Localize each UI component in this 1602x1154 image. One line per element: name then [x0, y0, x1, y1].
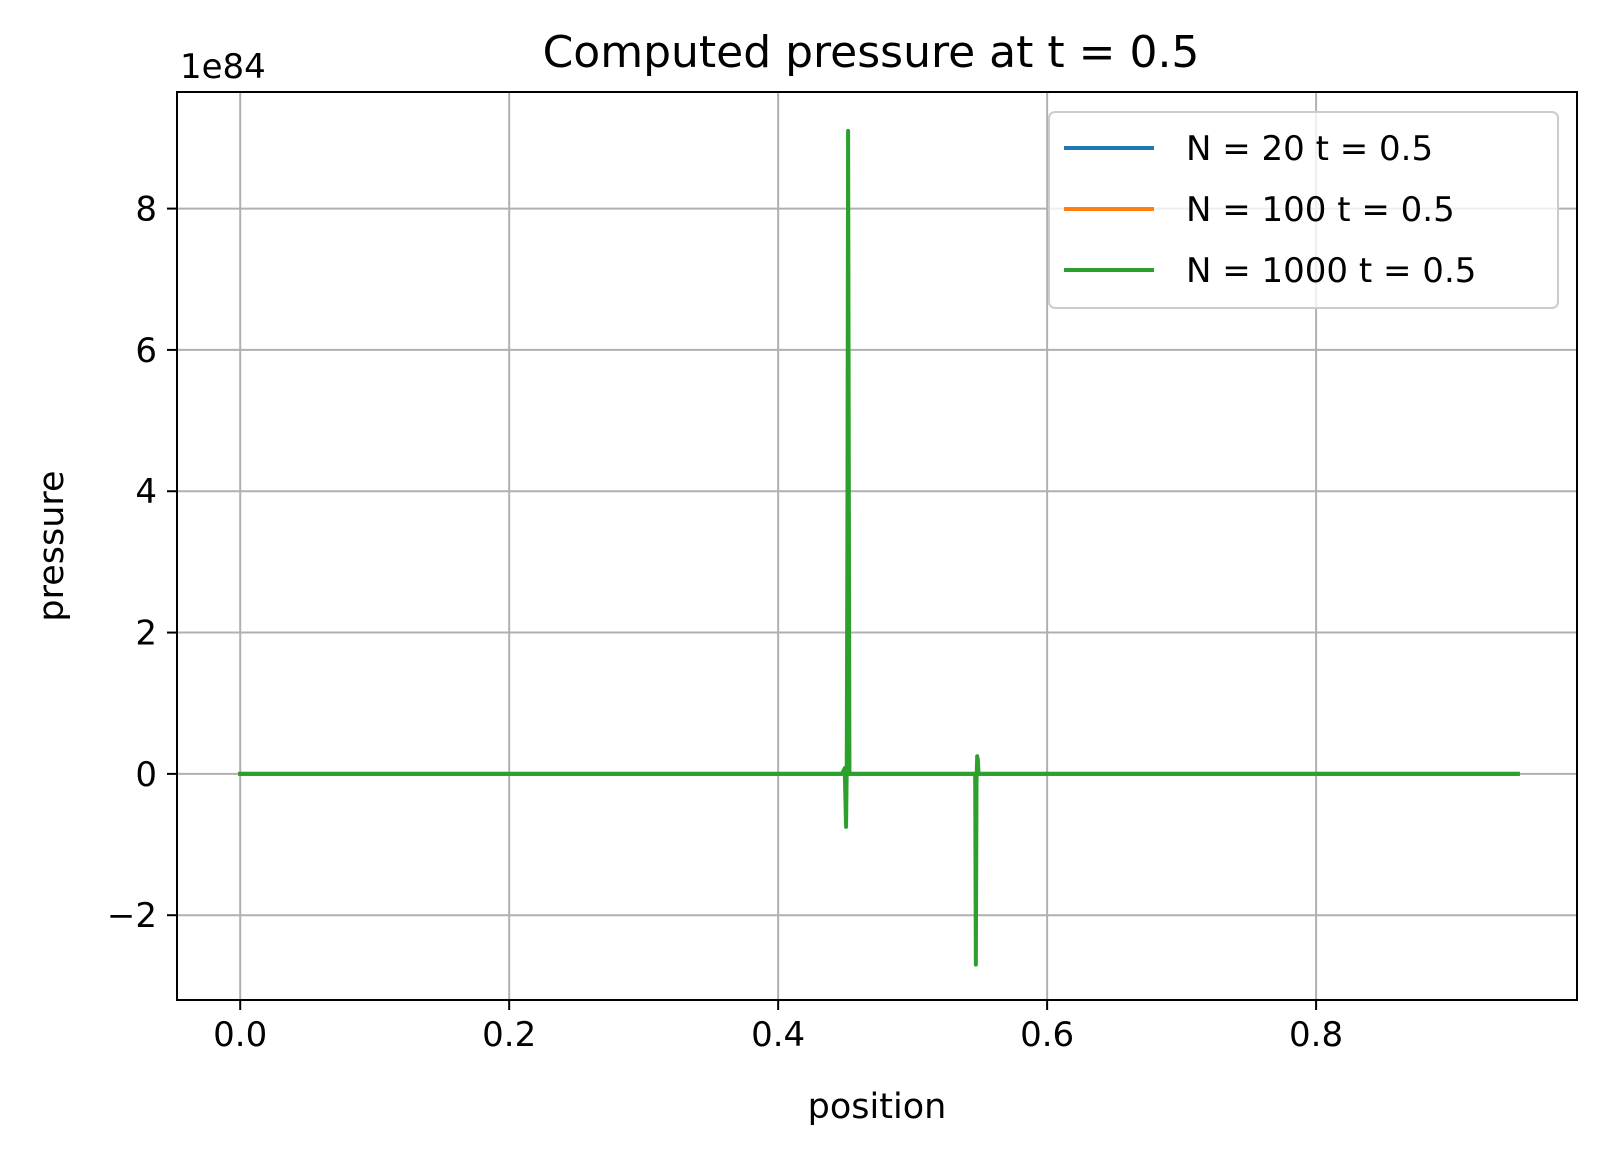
y-tick-label: 6 — [135, 331, 157, 371]
legend: N = 20 t = 0.5 N = 100 t = 0.5 N = 1000 t … — [1048, 111, 1559, 309]
legend-box — [1048, 111, 1559, 309]
y-axis-label: pressure — [32, 470, 72, 621]
chart-title: Computed pressure at t = 0.5 — [543, 27, 1200, 78]
plot-lines — [238, 128, 1520, 967]
legend-label-1: N = 20 t = 0.5 — [1186, 129, 1433, 169]
legend-label-3: N = 1000 t = 0.5 — [1186, 251, 1476, 291]
legend-label-2: N = 100 t = 0.5 — [1186, 190, 1455, 230]
x-tick-label: 0.0 — [213, 1015, 267, 1055]
y-axis-offset-text: 1e84 — [180, 47, 266, 87]
x-axis-label: position — [808, 1087, 947, 1127]
y-tick-label: 0 — [135, 755, 157, 795]
y-tick-label: 2 — [135, 614, 157, 654]
series-line-3 — [238, 128, 1520, 967]
x-tick-label: 0.2 — [482, 1015, 536, 1055]
y-tick-label: 8 — [135, 190, 157, 230]
x-tick-label: 0.8 — [1289, 1015, 1343, 1055]
plot-area-frame — [176, 91, 1578, 1001]
y-tick-label: 4 — [135, 472, 157, 512]
x-tick-label: 0.6 — [1020, 1015, 1074, 1055]
y-tick-label: −2 — [107, 896, 157, 936]
x-tick-label: 0.4 — [751, 1015, 805, 1055]
axis-ticks: 0.0 0.2 0.4 0.6 0.8 −2 0 2 4 6 8 — [107, 190, 1343, 1055]
